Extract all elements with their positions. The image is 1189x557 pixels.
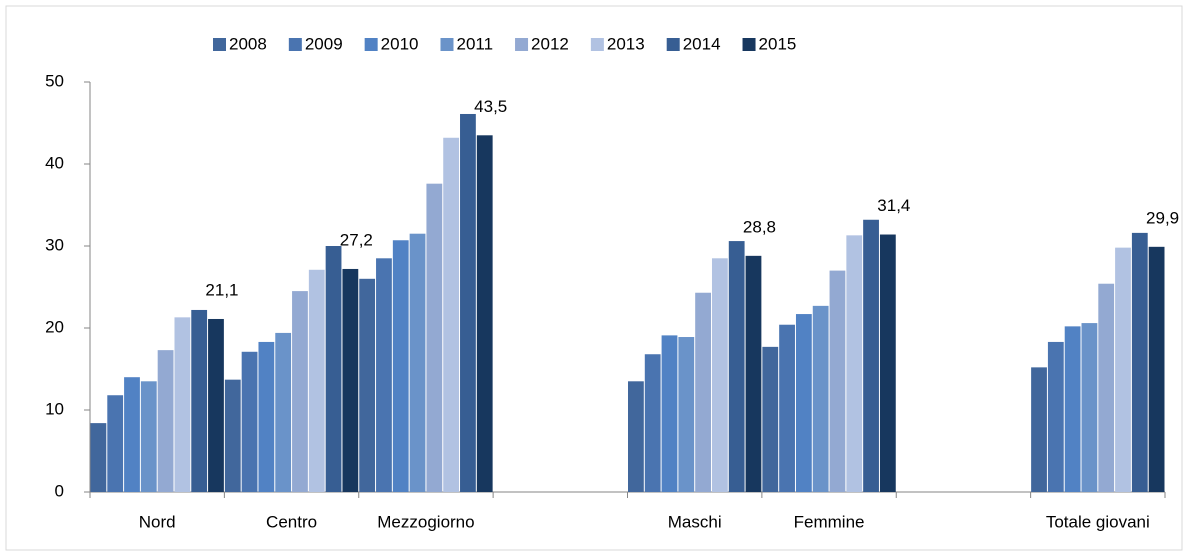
- legend-swatch: [590, 38, 604, 51]
- value-label: 29,9: [1146, 208, 1179, 227]
- bar: [426, 183, 443, 492]
- y-tick-label: 50: [45, 71, 64, 90]
- bar: [728, 241, 745, 492]
- bar: [762, 346, 779, 492]
- bar: [140, 381, 157, 492]
- bar: [695, 292, 711, 492]
- bar: [443, 137, 460, 492]
- legend-label: 2014: [683, 34, 721, 53]
- bar: [829, 270, 846, 492]
- legend-label: 2008: [229, 34, 267, 53]
- y-tick-label: 0: [55, 481, 64, 500]
- legend-swatch: [213, 38, 226, 51]
- legend-swatch: [440, 38, 454, 51]
- bar: [1081, 323, 1098, 492]
- bar: [644, 354, 661, 492]
- bar: [1047, 341, 1064, 492]
- x-tick-label: Maschi: [668, 512, 722, 531]
- legend-label: 2015: [759, 34, 797, 53]
- value-label: 27,2: [340, 230, 373, 249]
- bar: [1064, 326, 1081, 492]
- bar: [1098, 283, 1115, 492]
- bar: [745, 255, 762, 492]
- value-label: 31,4: [877, 196, 910, 215]
- y-tick-label: 30: [45, 235, 64, 254]
- bar: [392, 240, 409, 492]
- bar: [157, 350, 174, 492]
- bar: [342, 268, 359, 492]
- bar: [107, 395, 124, 492]
- bar: [661, 335, 678, 492]
- bar: [359, 278, 376, 492]
- bar: [863, 219, 879, 492]
- x-tick-label: Mezzogiorno: [377, 512, 474, 531]
- value-label: 21,1: [205, 280, 238, 299]
- bar: [224, 379, 241, 492]
- legend-label: 2010: [381, 34, 419, 53]
- bar: [409, 233, 426, 492]
- bar: [476, 135, 493, 493]
- bar: [1148, 246, 1165, 492]
- legend-swatch: [742, 38, 756, 51]
- bar: [241, 351, 258, 492]
- bar: [795, 314, 812, 492]
- bar: [258, 341, 275, 492]
- legend-label: 2011: [456, 34, 493, 53]
- legend-swatch: [288, 38, 302, 51]
- bar: [90, 423, 107, 492]
- bar: [275, 332, 292, 492]
- y-tick-label: 40: [45, 153, 64, 172]
- bar: [460, 113, 476, 492]
- x-tick-label: Centro: [266, 512, 317, 531]
- bar: [779, 324, 795, 492]
- bar: [208, 318, 224, 492]
- y-tick-label: 10: [45, 399, 64, 418]
- legend-swatch: [515, 38, 529, 51]
- legend-label: 2013: [607, 34, 645, 53]
- bar: [308, 269, 325, 492]
- bar: [292, 291, 308, 492]
- chart-frame: [5, 5, 1183, 551]
- value-label: 28,8: [743, 217, 776, 236]
- legend-label: 2012: [531, 34, 569, 53]
- bar: [678, 337, 695, 492]
- bar: [174, 317, 191, 492]
- bar: [711, 258, 728, 492]
- value-label: 43,5: [474, 97, 507, 116]
- bar: [1131, 232, 1148, 492]
- x-tick-label: Totale giovani: [1046, 512, 1150, 531]
- legend-label: 2009: [305, 34, 343, 53]
- bar: [628, 381, 644, 492]
- bar: [1031, 367, 1047, 492]
- bar: [812, 305, 829, 492]
- y-tick-label: 20: [45, 317, 64, 336]
- x-tick-label: Nord: [139, 512, 176, 531]
- bar: [191, 309, 208, 492]
- bar: [124, 377, 140, 492]
- x-tick-label: Femmine: [794, 512, 865, 531]
- legend-swatch: [666, 38, 680, 51]
- bar: [879, 234, 896, 492]
- bar: [1115, 247, 1131, 492]
- bar: [376, 258, 392, 492]
- legend-swatch: [364, 38, 378, 51]
- bar: [325, 246, 342, 492]
- bar: [846, 235, 863, 492]
